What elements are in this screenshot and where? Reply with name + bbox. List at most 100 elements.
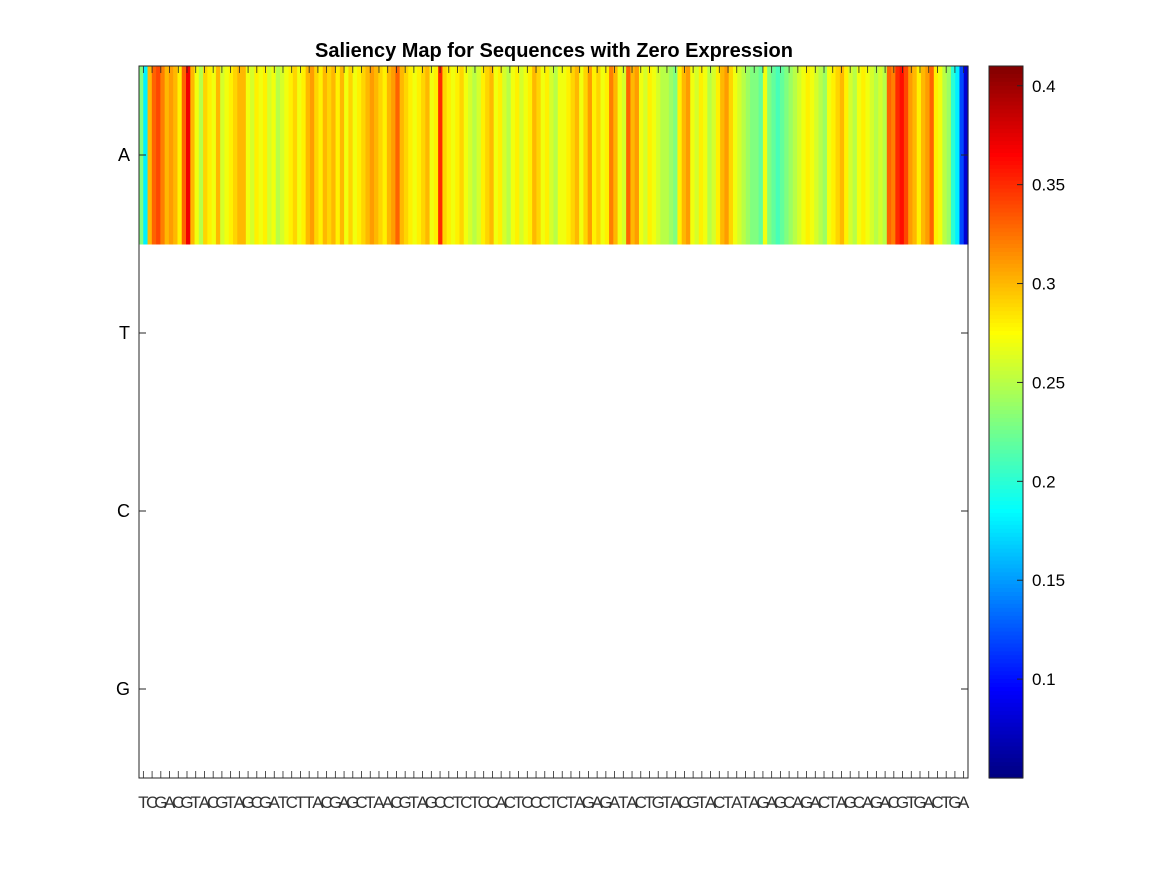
colorbar-segment bbox=[989, 556, 1023, 562]
heatmap-cell bbox=[207, 66, 213, 245]
heatmap-cell bbox=[147, 66, 153, 245]
heatmap-cell bbox=[421, 66, 426, 245]
x-tick-label: T bbox=[548, 793, 558, 812]
colorbar-segment bbox=[989, 425, 1023, 431]
x-tick-label: A bbox=[164, 793, 176, 812]
colorbar-segment bbox=[989, 331, 1023, 336]
colorbar-segment bbox=[989, 607, 1023, 613]
heatmap-cell bbox=[638, 66, 644, 245]
heatmap-cell bbox=[344, 66, 349, 245]
colorbar-segment bbox=[989, 596, 1023, 601]
x-tick-label: A bbox=[731, 793, 743, 812]
heatmap-cell bbox=[203, 66, 208, 245]
heatmap-cell bbox=[698, 66, 704, 245]
heatmap-cell bbox=[920, 66, 926, 245]
colorbar-segment bbox=[989, 520, 1023, 526]
x-tick-label: A bbox=[373, 793, 385, 812]
colorbar-segment bbox=[989, 244, 1023, 249]
colorbar-segment bbox=[989, 149, 1023, 154]
heatmap-cell bbox=[198, 66, 204, 245]
colorbar-segment bbox=[989, 671, 1023, 676]
x-tick-label: A bbox=[670, 793, 682, 812]
heatmap-cell bbox=[527, 66, 533, 245]
colorbar-segment bbox=[989, 770, 1023, 775]
x-tick-label: A bbox=[234, 793, 246, 812]
heatmap-cell bbox=[946, 66, 952, 245]
x-tick-label: G bbox=[259, 793, 272, 812]
colorbar-segment bbox=[989, 615, 1023, 621]
colorbar-segment bbox=[989, 675, 1023, 680]
colorbar-segment bbox=[989, 390, 1023, 395]
x-tick-label: T bbox=[409, 793, 419, 812]
colorbar-segment bbox=[989, 524, 1023, 530]
colorbar-segment bbox=[989, 734, 1023, 740]
heatmap-cell bbox=[369, 66, 375, 245]
heatmap-cell bbox=[412, 66, 418, 245]
heatmap-cell bbox=[809, 66, 815, 245]
x-tick-label: A bbox=[705, 793, 717, 812]
heatmap-cell bbox=[630, 66, 636, 245]
colorbar-segment bbox=[989, 718, 1023, 724]
heatmap-cell bbox=[433, 66, 439, 245]
heatmap-cell bbox=[660, 66, 666, 245]
heatmap-cell bbox=[557, 66, 563, 245]
colorbar-segment bbox=[989, 509, 1023, 514]
colorbar-segment bbox=[989, 129, 1023, 134]
heatmap-cell bbox=[493, 66, 499, 245]
x-tick-label: T bbox=[452, 793, 462, 812]
heatmap-cell bbox=[318, 66, 324, 245]
x-tick-label: T bbox=[740, 793, 750, 812]
colorbar-segment bbox=[989, 73, 1023, 79]
heatmap-cell bbox=[925, 66, 931, 245]
colorbar-segment bbox=[989, 228, 1023, 233]
heatmap-cell bbox=[292, 66, 298, 245]
x-tick-label: G bbox=[346, 793, 359, 812]
heatmap-cell bbox=[779, 66, 785, 245]
heatmap-cell bbox=[450, 66, 456, 245]
x-tick-label: T bbox=[191, 793, 201, 812]
colorbar-segment bbox=[989, 683, 1023, 688]
x-tick-label: T bbox=[470, 793, 480, 812]
heatmap-cell bbox=[497, 66, 503, 245]
heatmap-cell bbox=[305, 66, 311, 245]
colorbar-segment bbox=[989, 730, 1023, 736]
colorbar-segment bbox=[989, 481, 1023, 486]
colorbar-segment bbox=[989, 493, 1023, 498]
x-tick-label: C bbox=[390, 793, 402, 812]
x-tick-label: G bbox=[399, 793, 412, 812]
colorbar-segment bbox=[989, 93, 1023, 99]
heatmap-cell bbox=[220, 66, 226, 245]
heatmap-cell bbox=[416, 66, 422, 245]
x-tick-label: T bbox=[941, 793, 951, 812]
x-tick-label: T bbox=[618, 793, 628, 812]
heatmap-cell bbox=[681, 66, 687, 245]
x-tick-label: C bbox=[853, 793, 865, 812]
colorbar-segment bbox=[989, 224, 1023, 229]
heatmap-cell bbox=[604, 66, 610, 245]
x-tick-label: C bbox=[678, 793, 690, 812]
colorbar-segment bbox=[989, 97, 1023, 103]
colorbar-segment bbox=[989, 275, 1023, 281]
colorbar-segment bbox=[989, 505, 1023, 510]
colorbar-segment bbox=[989, 370, 1023, 376]
colorbar-segment bbox=[989, 592, 1023, 597]
heatmap-cell bbox=[784, 66, 790, 245]
colorbar-segment bbox=[989, 742, 1023, 747]
heatmap-cell bbox=[826, 66, 832, 245]
colorbar-segment bbox=[989, 449, 1023, 455]
colorbar-segment bbox=[989, 663, 1023, 668]
heatmap-cell bbox=[177, 66, 183, 245]
colorbar-segment bbox=[989, 532, 1023, 538]
x-tick-label: A bbox=[749, 793, 761, 812]
x-tick-label: G bbox=[844, 793, 857, 812]
x-tick-label: C bbox=[521, 793, 533, 812]
y-tick-label: C bbox=[117, 501, 130, 521]
x-tick-label: C bbox=[635, 793, 647, 812]
colorbar-segment bbox=[989, 635, 1023, 641]
x-tick-label: C bbox=[207, 793, 219, 812]
heatmap-cell bbox=[510, 66, 516, 245]
colorbar-segment bbox=[989, 196, 1023, 202]
colorbar-segment bbox=[989, 315, 1023, 320]
colorbar-segment bbox=[989, 516, 1023, 522]
